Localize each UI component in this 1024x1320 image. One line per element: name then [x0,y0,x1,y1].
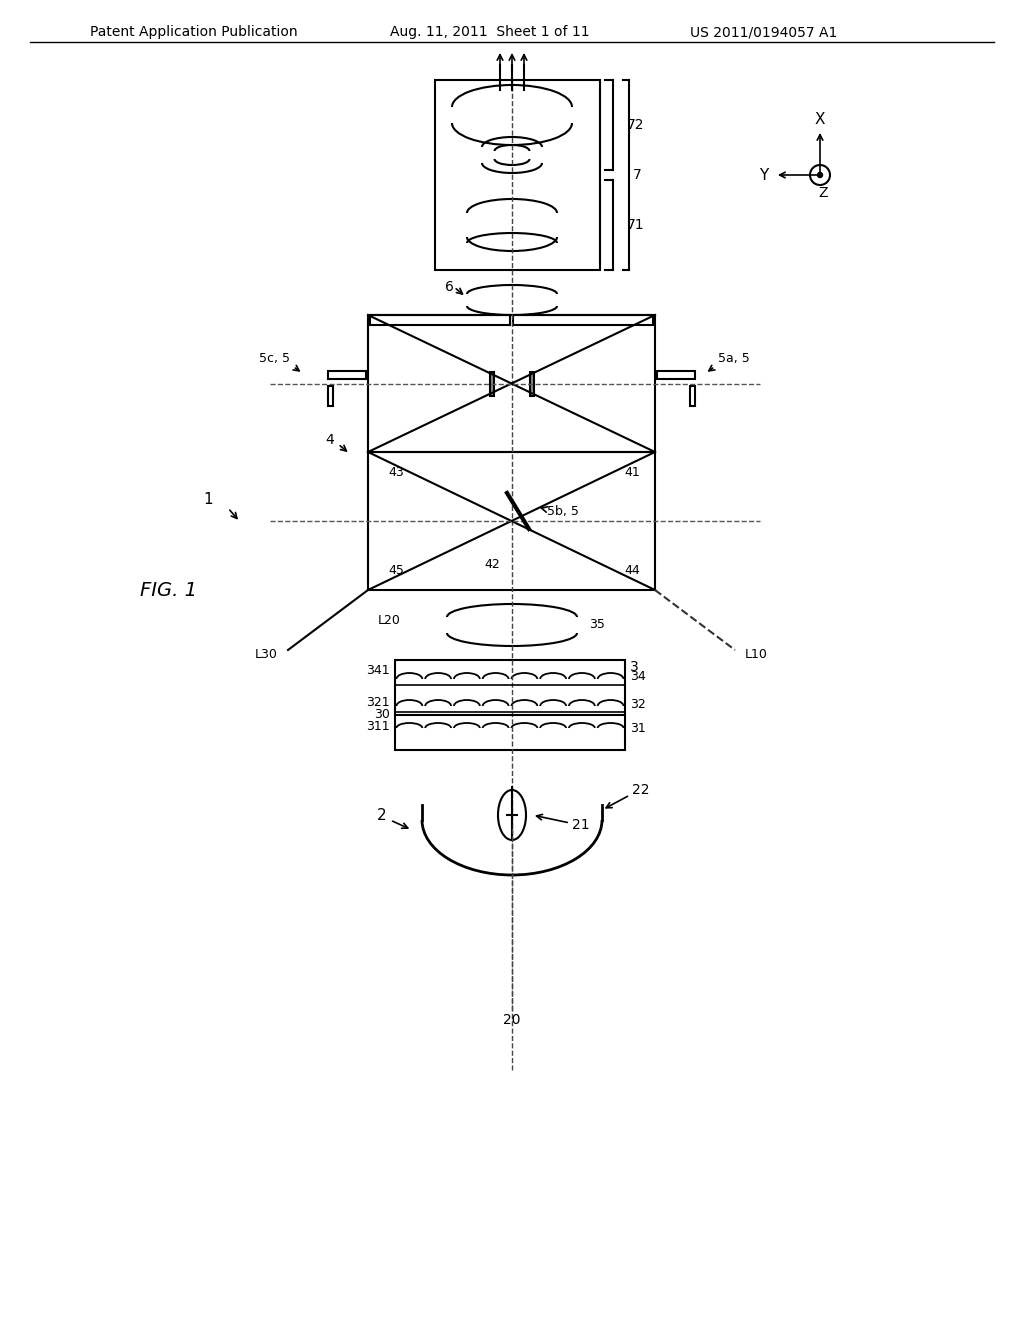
Text: 32: 32 [630,697,646,710]
Bar [368,451,655,590]
Text: 341: 341 [367,664,390,677]
Text: 22: 22 [632,783,649,797]
Text: 72: 72 [627,117,644,132]
Text: 4: 4 [326,433,335,447]
Text: 21: 21 [572,818,590,832]
Text: 5c, 5: 5c, 5 [259,352,290,366]
Text: Patent Application Publication: Patent Application Publication [90,25,298,40]
Text: 35: 35 [589,619,605,631]
Bar [530,371,534,396]
Text: US 2011/0194057 A1: US 2011/0194057 A1 [690,25,838,40]
Text: 1: 1 [203,492,213,507]
Text: 43: 43 [388,466,403,479]
Bar [657,371,695,379]
Text: 2: 2 [377,808,387,822]
Bar [395,660,625,750]
Text: 5b, 5: 5b, 5 [547,504,579,517]
Text: L20: L20 [378,614,400,627]
Text: 45: 45 [388,564,403,577]
Text: Aug. 11, 2011  Sheet 1 of 11: Aug. 11, 2011 Sheet 1 of 11 [390,25,590,40]
Text: 3: 3 [630,660,639,675]
Text: L30: L30 [255,648,278,661]
Text: X: X [815,111,825,127]
Bar [328,371,366,379]
Bar [435,81,600,271]
Text: 44: 44 [625,564,640,577]
Text: 34: 34 [630,671,646,684]
Text: 71: 71 [627,218,645,232]
Text: 41: 41 [625,466,640,479]
Text: 311: 311 [367,719,390,733]
Text: 31: 31 [630,722,646,734]
Text: 321: 321 [367,696,390,709]
Text: L10: L10 [745,648,768,661]
Text: 7: 7 [633,168,642,182]
Text: Y: Y [760,168,769,182]
Bar [490,371,494,396]
Bar [328,385,333,405]
Text: 6: 6 [445,280,454,294]
Bar [370,315,510,325]
Text: FIG. 1: FIG. 1 [140,581,197,599]
Circle shape [817,173,822,177]
Bar [690,385,695,405]
Bar [368,315,655,451]
Circle shape [810,165,830,185]
Text: 5a, 5: 5a, 5 [718,352,750,366]
Text: 20: 20 [503,1012,521,1027]
Text: Z: Z [818,186,827,201]
Text: 42: 42 [484,558,500,572]
Text: 30: 30 [374,709,390,722]
Bar [513,315,652,325]
